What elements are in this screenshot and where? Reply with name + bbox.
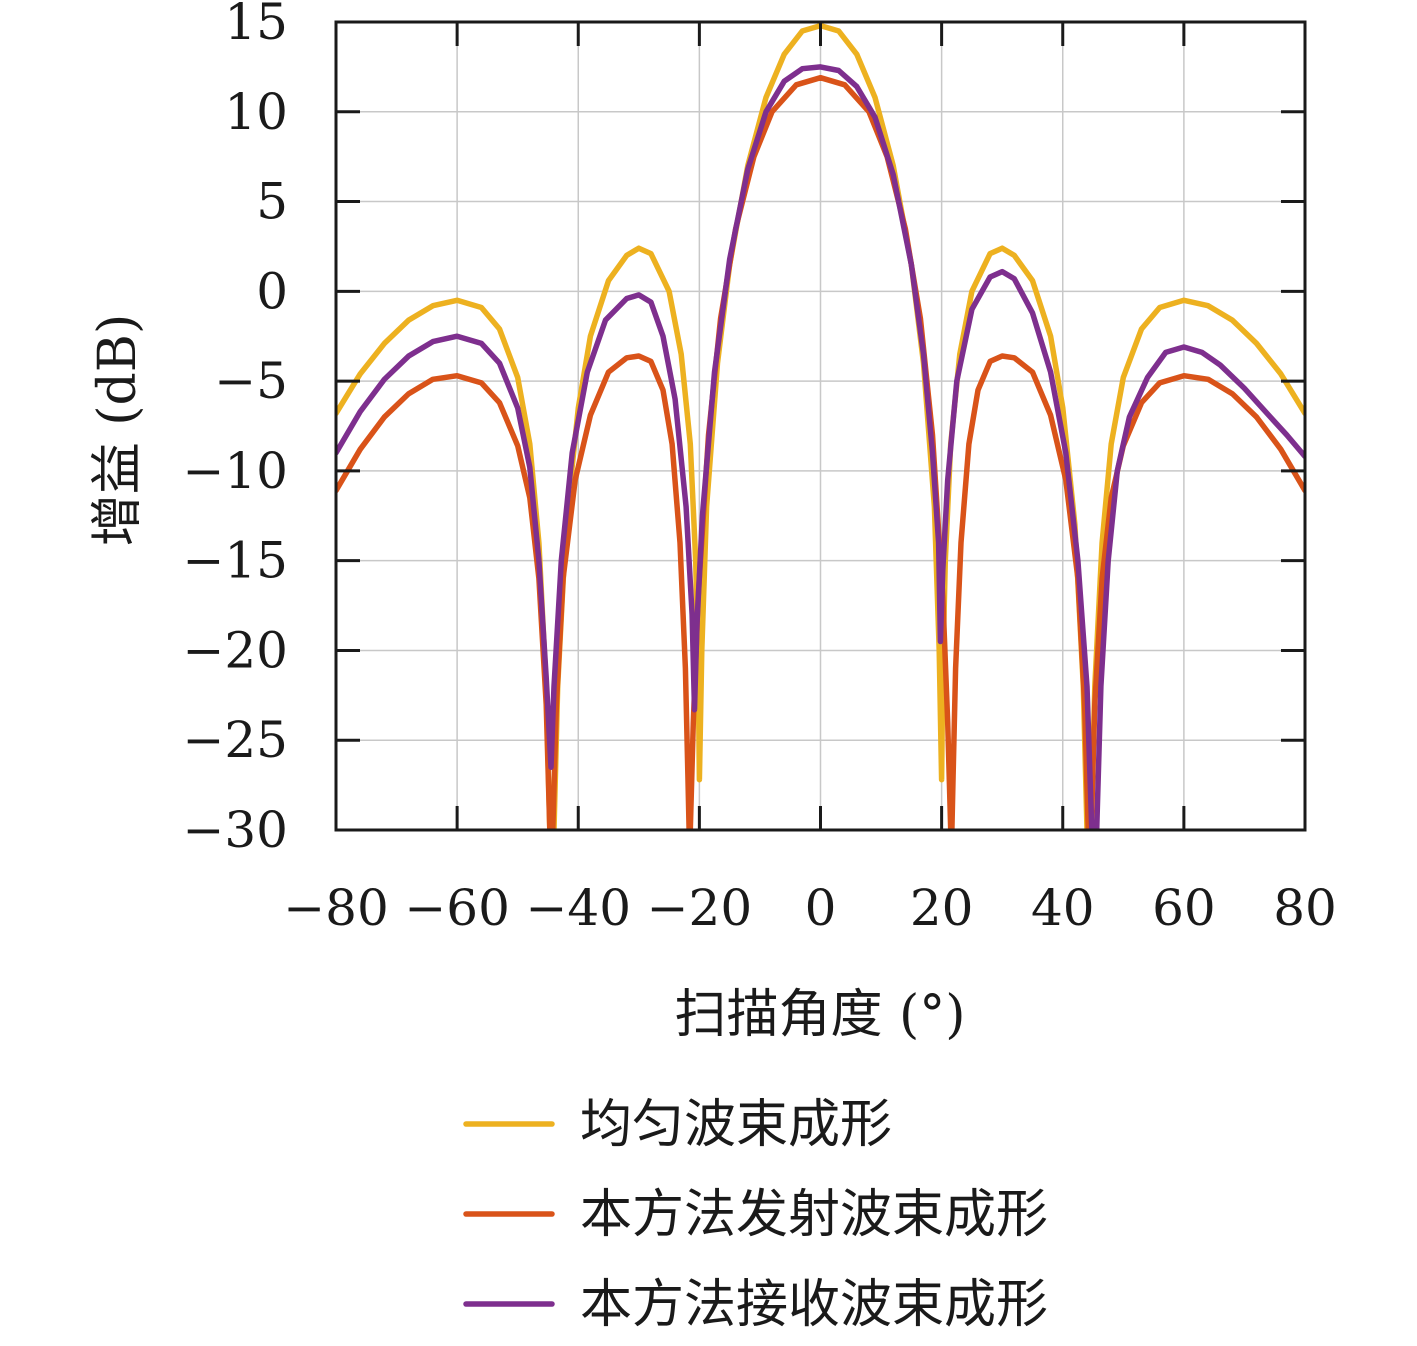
- y-tick-label: −5: [214, 352, 288, 410]
- y-tick-label: 5: [256, 173, 288, 231]
- y-tick-label: 10: [224, 83, 288, 141]
- x-tick-label: −80: [283, 879, 389, 937]
- x-tick-label: −20: [647, 879, 753, 937]
- legend-label-2: 本方法发射波束成形: [580, 1185, 1048, 1245]
- x-axis-title: 扫描角度 (°): [674, 985, 965, 1045]
- y-tick-label: −15: [182, 532, 288, 590]
- y-tick-label: 15: [224, 0, 288, 51]
- x-tick-label: −60: [404, 879, 510, 937]
- x-tick-label: 40: [1031, 879, 1095, 937]
- y-axis-title: 增益 (dB): [88, 314, 148, 547]
- legend-label-3: 本方法接收波束成形: [580, 1275, 1048, 1335]
- legend-label-1: 均匀波束成形: [580, 1095, 892, 1155]
- x-tick-label: −40: [525, 879, 631, 937]
- y-tick-label: 0: [256, 262, 288, 320]
- y-tick-label: −20: [182, 621, 288, 679]
- series-line-3: [336, 64, 1305, 830]
- x-tick-label: 0: [805, 879, 837, 937]
- y-tick-labels: 15 10 5 0 −5 −10 −15 −20 −25 −30: [182, 0, 288, 859]
- x-tick-label: 60: [1152, 879, 1216, 937]
- x-tick-label: 20: [910, 879, 974, 937]
- y-tick-label: −10: [182, 442, 288, 500]
- x-tick-labels: −80 −60 −40 −20 0 20 40 60 80: [283, 879, 1337, 937]
- axes: [334, 20, 1307, 832]
- y-tick-label: −30: [182, 801, 288, 859]
- series-line-2: [336, 74, 1305, 830]
- y-tick-label: −25: [182, 711, 288, 769]
- x-tick-label: 80: [1273, 879, 1337, 937]
